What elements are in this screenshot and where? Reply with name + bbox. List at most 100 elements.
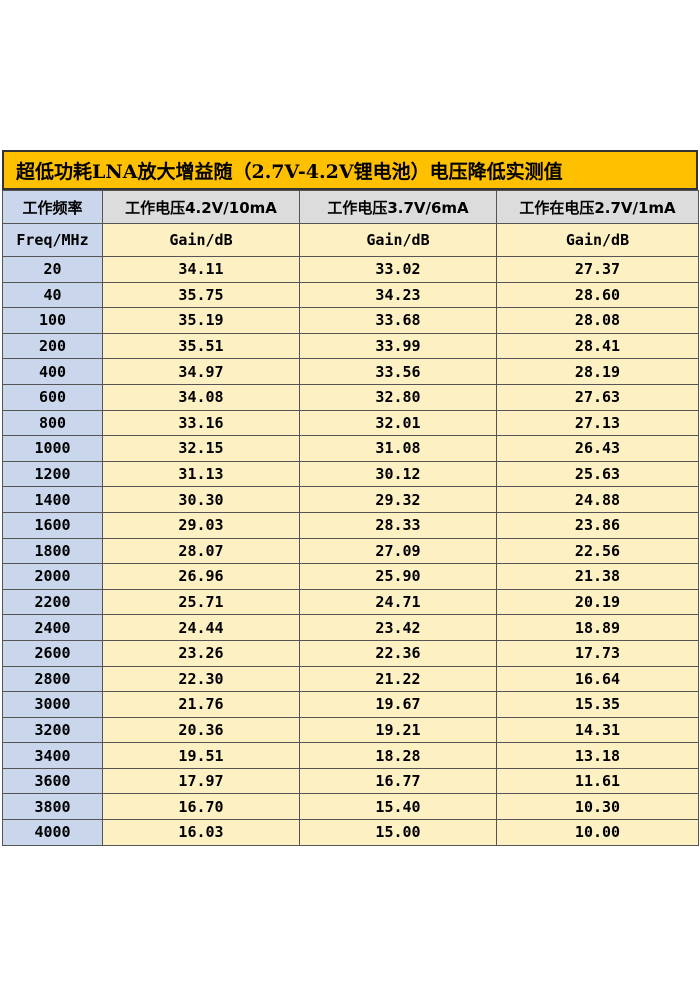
cell-gain-3v7: 33.56 (299, 358, 497, 385)
cell-gain-2v7: 28.08 (496, 307, 699, 334)
cell-gain-3v7: 32.80 (299, 383, 497, 411)
table-row: 3200 20.36 19.21 14.31 (2, 716, 699, 744)
cell-gain-4v2: 16.03 (102, 819, 300, 846)
table-row: 2200 25.71 24.71 20.19 (2, 588, 699, 616)
cell-gain-3v7: 19.21 (299, 716, 497, 744)
cell-gain-4v2: 26.96 (102, 563, 300, 590)
cell-gain-3v7: 27.09 (299, 537, 497, 565)
cell-gain-4v2: 35.19 (102, 307, 300, 334)
cell-frequency: 2600 (2, 639, 103, 667)
cell-gain-4v2: 17.97 (102, 767, 300, 795)
cell-gain-2v7: 18.89 (496, 614, 699, 641)
cell-frequency: 2200 (2, 588, 103, 616)
cell-frequency: 200 (2, 332, 103, 360)
cell-gain-3v7: 32.01 (299, 409, 497, 437)
cell-gain-4v2: 35.75 (102, 281, 300, 309)
cell-gain-2v7: 20.19 (496, 588, 699, 616)
cell-gain-4v2: 33.16 (102, 409, 300, 437)
cell-gain-4v2: 22.30 (102, 665, 300, 693)
header-frequency: 工作频率 (2, 190, 103, 224)
table-row: 2600 23.26 22.36 17.73 (2, 639, 699, 667)
header-row: 工作频率 工作电压4.2V/10mA 工作电压3.7V/6mA 工作在电压2.7… (2, 190, 699, 224)
cell-frequency: 600 (2, 383, 103, 411)
cell-gain-2v7: 24.88 (496, 486, 699, 513)
cell-frequency: 100 (2, 307, 103, 334)
unit-frequency: Freq/MHz (2, 223, 103, 257)
cell-gain-2v7: 27.63 (496, 383, 699, 411)
cell-frequency: 1400 (2, 486, 103, 513)
cell-gain-3v7: 33.99 (299, 332, 497, 360)
cell-gain-2v7: 14.31 (496, 716, 699, 744)
cell-gain-3v7: 28.33 (299, 511, 497, 539)
unit-gain-4v2: Gain/dB (102, 223, 300, 257)
cell-frequency: 20 (2, 256, 103, 283)
table-title: 超低功耗LNA放大增益随（2.7V-4.2V锂电池）电压降低实测值 (2, 150, 698, 190)
cell-frequency: 800 (2, 409, 103, 437)
cell-frequency: 1200 (2, 460, 103, 488)
cell-gain-2v7: 17.73 (496, 639, 699, 667)
cell-gain-2v7: 10.00 (496, 819, 699, 846)
cell-frequency: 2000 (2, 563, 103, 590)
table-row: 800 33.16 32.01 27.13 (2, 409, 699, 437)
cell-frequency: 2400 (2, 614, 103, 641)
table-row: 2400 24.44 23.42 18.89 (2, 614, 699, 641)
cell-gain-4v2: 28.07 (102, 537, 300, 565)
cell-gain-3v7: 19.67 (299, 691, 497, 718)
unit-gain-3v7: Gain/dB (299, 223, 497, 257)
cell-gain-3v7: 15.40 (299, 793, 497, 821)
unit-row: Freq/MHz Gain/dB Gain/dB Gain/dB (2, 223, 699, 257)
cell-gain-3v7: 29.32 (299, 486, 497, 513)
cell-gain-3v7: 21.22 (299, 665, 497, 693)
cell-gain-2v7: 25.63 (496, 460, 699, 488)
cell-frequency: 1800 (2, 537, 103, 565)
cell-frequency: 3000 (2, 691, 103, 718)
header-voltage-3v7: 工作电压3.7V/6mA (299, 190, 497, 224)
table-row: 4000 16.03 15.00 10.00 (2, 819, 699, 846)
table-row: 3000 21.76 19.67 15.35 (2, 691, 699, 718)
cell-gain-2v7: 21.38 (496, 563, 699, 590)
cell-gain-4v2: 19.51 (102, 742, 300, 769)
cell-gain-4v2: 16.70 (102, 793, 300, 821)
cell-frequency: 1600 (2, 511, 103, 539)
cell-gain-2v7: 23.86 (496, 511, 699, 539)
cell-frequency: 3200 (2, 716, 103, 744)
cell-gain-3v7: 31.08 (299, 435, 497, 462)
cell-gain-2v7: 10.30 (496, 793, 699, 821)
cell-frequency: 2800 (2, 665, 103, 693)
cell-frequency: 3800 (2, 793, 103, 821)
cell-gain-4v2: 29.03 (102, 511, 300, 539)
table-row: 1400 30.30 29.32 24.88 (2, 486, 699, 513)
cell-gain-4v2: 31.13 (102, 460, 300, 488)
gain-table: 工作频率 工作电压4.2V/10mA 工作电压3.7V/6mA 工作在电压2.7… (2, 190, 699, 846)
cell-gain-2v7: 28.60 (496, 281, 699, 309)
table-row: 1800 28.07 27.09 22.56 (2, 537, 699, 565)
cell-gain-4v2: 30.30 (102, 486, 300, 513)
cell-gain-2v7: 13.18 (496, 742, 699, 769)
header-voltage-4v2: 工作电压4.2V/10mA (102, 190, 300, 224)
unit-gain-2v7: Gain/dB (496, 223, 699, 257)
cell-frequency: 3600 (2, 767, 103, 795)
gain-table-sheet: 超低功耗LNA放大增益随（2.7V-4.2V锂电池）电压降低实测值 工作频率 工… (2, 150, 699, 846)
cell-frequency: 4000 (2, 819, 103, 846)
cell-gain-4v2: 25.71 (102, 588, 300, 616)
table-row: 20 34.11 33.02 27.37 (2, 256, 699, 283)
cell-gain-3v7: 15.00 (299, 819, 497, 846)
cell-gain-2v7: 26.43 (496, 435, 699, 462)
table-row: 400 34.97 33.56 28.19 (2, 358, 699, 385)
cell-gain-2v7: 28.41 (496, 332, 699, 360)
table-row: 40 35.75 34.23 28.60 (2, 281, 699, 309)
table-row: 3800 16.70 15.40 10.30 (2, 793, 699, 821)
cell-gain-3v7: 24.71 (299, 588, 497, 616)
cell-gain-3v7: 25.90 (299, 563, 497, 590)
cell-gain-2v7: 22.56 (496, 537, 699, 565)
cell-gain-3v7: 16.77 (299, 767, 497, 795)
cell-gain-3v7: 33.68 (299, 307, 497, 334)
table-row: 1000 32.15 31.08 26.43 (2, 435, 699, 462)
cell-frequency: 40 (2, 281, 103, 309)
table-row: 200 35.51 33.99 28.41 (2, 332, 699, 360)
cell-gain-3v7: 23.42 (299, 614, 497, 641)
cell-gain-3v7: 33.02 (299, 256, 497, 283)
table-row: 2000 26.96 25.90 21.38 (2, 563, 699, 590)
cell-gain-2v7: 11.61 (496, 767, 699, 795)
header-voltage-2v7: 工作在电压2.7V/1mA (496, 190, 699, 224)
